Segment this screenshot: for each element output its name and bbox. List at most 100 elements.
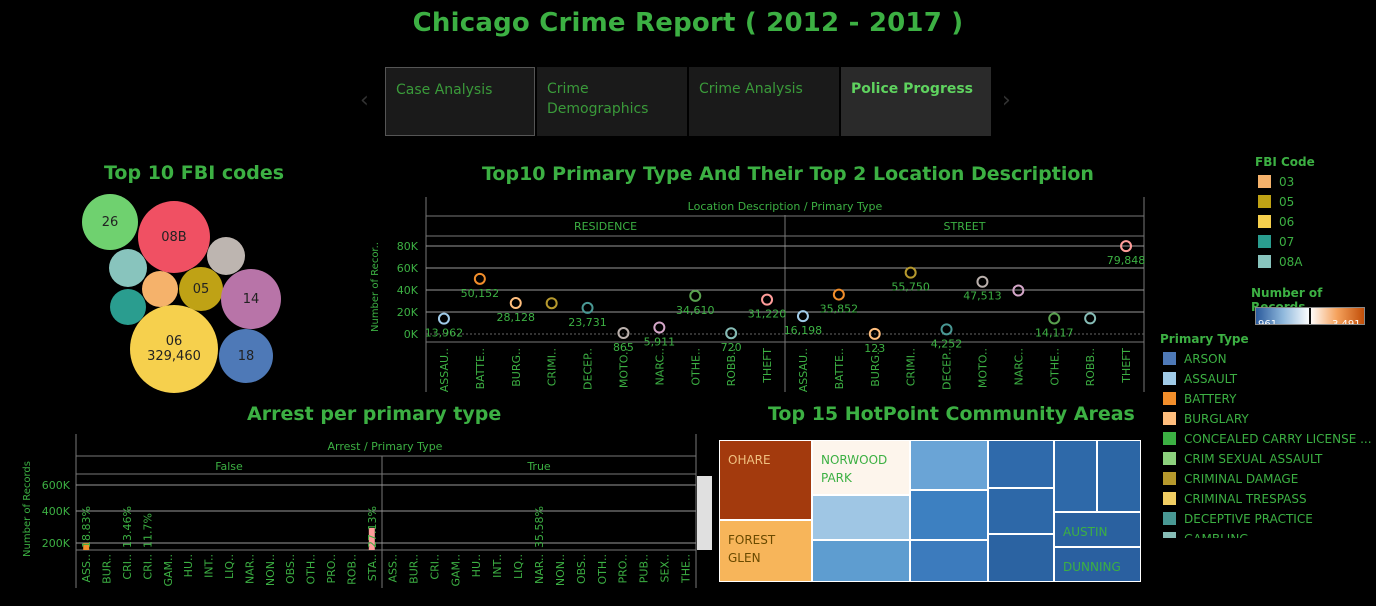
arrest-x-tick: ROB.. [345, 554, 358, 585]
arrest-x-tick: HU.. [182, 554, 195, 577]
scatter-point[interactable] [976, 275, 989, 288]
fbi-bubble[interactable]: 06 329,460 [130, 305, 218, 393]
scatter-point[interactable] [545, 297, 558, 310]
scatter-point[interactable] [689, 289, 702, 302]
treemap-title: Top 15 HotPoint Community Areas [768, 403, 1135, 425]
community-treemap[interactable]: OHARE FOREST GLEN NORWOOD PARK AUSTIN DU… [719, 440, 1141, 582]
fbi-legend-item[interactable]: 07 [1258, 235, 1294, 249]
scatter-pane-label: STREET [944, 220, 986, 233]
scatter-point[interactable] [1012, 284, 1025, 297]
treemap-cell[interactable] [988, 440, 1054, 488]
treemap-cell[interactable] [1054, 440, 1097, 512]
fbi-bubble[interactable] [109, 249, 147, 287]
arrest-x-tick: LIQ.. [512, 554, 525, 579]
treemap-cell-dunning[interactable]: DUNNING [1054, 547, 1141, 582]
arrest-pct-label: 35.58% [533, 506, 546, 548]
primary-legend-item[interactable]: CRIM SEXUAL ASSAULT [1163, 452, 1322, 466]
arrest-bar[interactable] [368, 528, 375, 550]
primary-legend-item[interactable]: DECEPTIVE PRACTICE [1163, 512, 1313, 526]
fbi-bubble[interactable]: 05 [179, 267, 223, 311]
tab-crime-demographics[interactable]: Crime Demographics [537, 67, 687, 136]
fbi-bubble[interactable]: 18 [219, 329, 273, 383]
scatter-point[interactable] [761, 293, 774, 306]
fbi-legend-item[interactable]: 03 [1258, 175, 1294, 189]
scatter-x-tick: ASSAU.. [438, 348, 451, 392]
fbi-legend-item[interactable]: 06 [1258, 215, 1294, 229]
primary-legend-item[interactable]: GAMBLING [1163, 532, 1249, 538]
scatter-point[interactable] [1084, 312, 1097, 325]
scatter-point-label: 79,848 [1107, 254, 1146, 267]
fbi-bubble[interactable]: 26 [82, 194, 138, 250]
arrest-x-tick: ASS.. [80, 554, 93, 582]
fbi-legend-item[interactable]: 05 [1258, 195, 1294, 209]
primary-legend-list[interactable]: ARSON ASSAULT BATTERY BURGLARY CONCEALED CAR… [1160, 350, 1376, 538]
scatter-point[interactable] [725, 327, 738, 340]
scatter-x-tick: BURG.. [510, 348, 523, 387]
primary-legend-item[interactable]: CONCEALED CARRY LICENSE ... [1163, 432, 1372, 446]
scatter-point-label: 35,852 [820, 303, 859, 316]
scatter-point[interactable] [832, 288, 845, 301]
treemap-cell-forest-glen[interactable]: FOREST GLEN [719, 520, 812, 582]
legend-swatch [1258, 175, 1271, 188]
fbi-bubble[interactable]: 08B [138, 201, 210, 273]
treemap-cell[interactable] [910, 540, 988, 582]
records-color-ramp: 961 3,491 [1255, 307, 1365, 325]
primary-legend-item[interactable]: CRIMINAL TRESPASS [1163, 492, 1307, 506]
treemap-cell-ohare[interactable]: OHARE [719, 440, 812, 520]
fbi-bubble-label: 26 [101, 214, 119, 230]
scatter-point[interactable] [581, 301, 594, 314]
scatter-x-tick: DECEP.. [941, 348, 954, 390]
tab-police-progress[interactable]: Police Progress [841, 67, 991, 136]
scatter-header: Location Description / Primary Type [688, 200, 883, 213]
tabs-next-arrow-icon[interactable]: › [1002, 88, 1011, 113]
treemap-cell[interactable] [812, 495, 910, 540]
primary-legend-label: CRIM SEXUAL ASSAULT [1184, 452, 1323, 466]
scatter-point[interactable] [653, 321, 666, 334]
primary-legend-item[interactable]: ASSAULT [1163, 372, 1237, 386]
scatter-point[interactable] [868, 327, 881, 340]
scatter-x-tick: THEFT [761, 348, 774, 384]
treemap-cell-norwood-park[interactable]: NORWOOD PARK [812, 440, 910, 495]
scatter-point[interactable] [1048, 312, 1061, 325]
scatter-point[interactable] [796, 310, 809, 323]
scatter-point[interactable] [473, 272, 486, 285]
arrest-title: Arrest per primary type [247, 403, 502, 425]
fbi-legend-item[interactable]: 08A [1258, 255, 1302, 269]
scatter-point-label: 865 [613, 341, 634, 354]
fbi-bubble[interactable] [207, 237, 245, 275]
tabs-prev-arrow-icon[interactable]: ‹ [360, 88, 369, 113]
primary-legend-label: BURGLARY [1184, 412, 1249, 426]
scatter-point[interactable] [1120, 240, 1133, 253]
primary-type-scatter-chart[interactable]: Location Description / Primary Type RESID… [360, 192, 1150, 394]
arrest-scrollbar[interactable] [697, 476, 712, 550]
scatter-x-tick: ROBB.. [725, 348, 738, 386]
dashboard-title: Chicago Crime Report ( 2012 - 2017 ) [412, 8, 964, 38]
primary-legend-item[interactable]: BATTERY [1163, 392, 1236, 406]
arrest-bar-chart[interactable]: Arrest / Primary Type False True 200K 400K 60… [16, 434, 716, 594]
scatter-point[interactable] [904, 266, 917, 279]
treemap-cell[interactable] [1097, 440, 1141, 512]
treemap-cell[interactable] [812, 540, 910, 582]
legend-swatch [1163, 412, 1176, 425]
treemap-cell[interactable] [910, 490, 988, 540]
primary-legend-item[interactable]: CRIMINAL DAMAGE [1163, 472, 1298, 486]
primary-legend-item[interactable]: BURGLARY [1163, 412, 1249, 426]
scatter-y-tick: 40K [397, 284, 419, 297]
scatter-point[interactable] [437, 312, 450, 325]
tab-case-analysis[interactable]: Case Analysis [385, 67, 535, 136]
treemap-cell[interactable] [988, 534, 1054, 582]
scatter-point[interactable] [617, 327, 630, 340]
fbi-bubble[interactable]: 14 [221, 269, 281, 329]
arrest-y-tick: 400K [42, 505, 71, 518]
arrest-bar[interactable] [83, 543, 90, 550]
treemap-cell[interactable] [988, 488, 1054, 534]
scatter-point[interactable] [509, 297, 522, 310]
tab-crime-analysis[interactable]: Crime Analysis [689, 67, 839, 136]
fbi-bubble[interactable] [142, 271, 178, 307]
scatter-point[interactable] [940, 323, 953, 336]
treemap-cell[interactable] [910, 440, 988, 490]
legend-swatch [1163, 452, 1176, 465]
arrest-x-tick: INT.. [203, 554, 216, 578]
primary-legend-item[interactable]: ARSON [1163, 352, 1227, 366]
treemap-cell-austin[interactable]: AUSTIN [1054, 512, 1141, 547]
